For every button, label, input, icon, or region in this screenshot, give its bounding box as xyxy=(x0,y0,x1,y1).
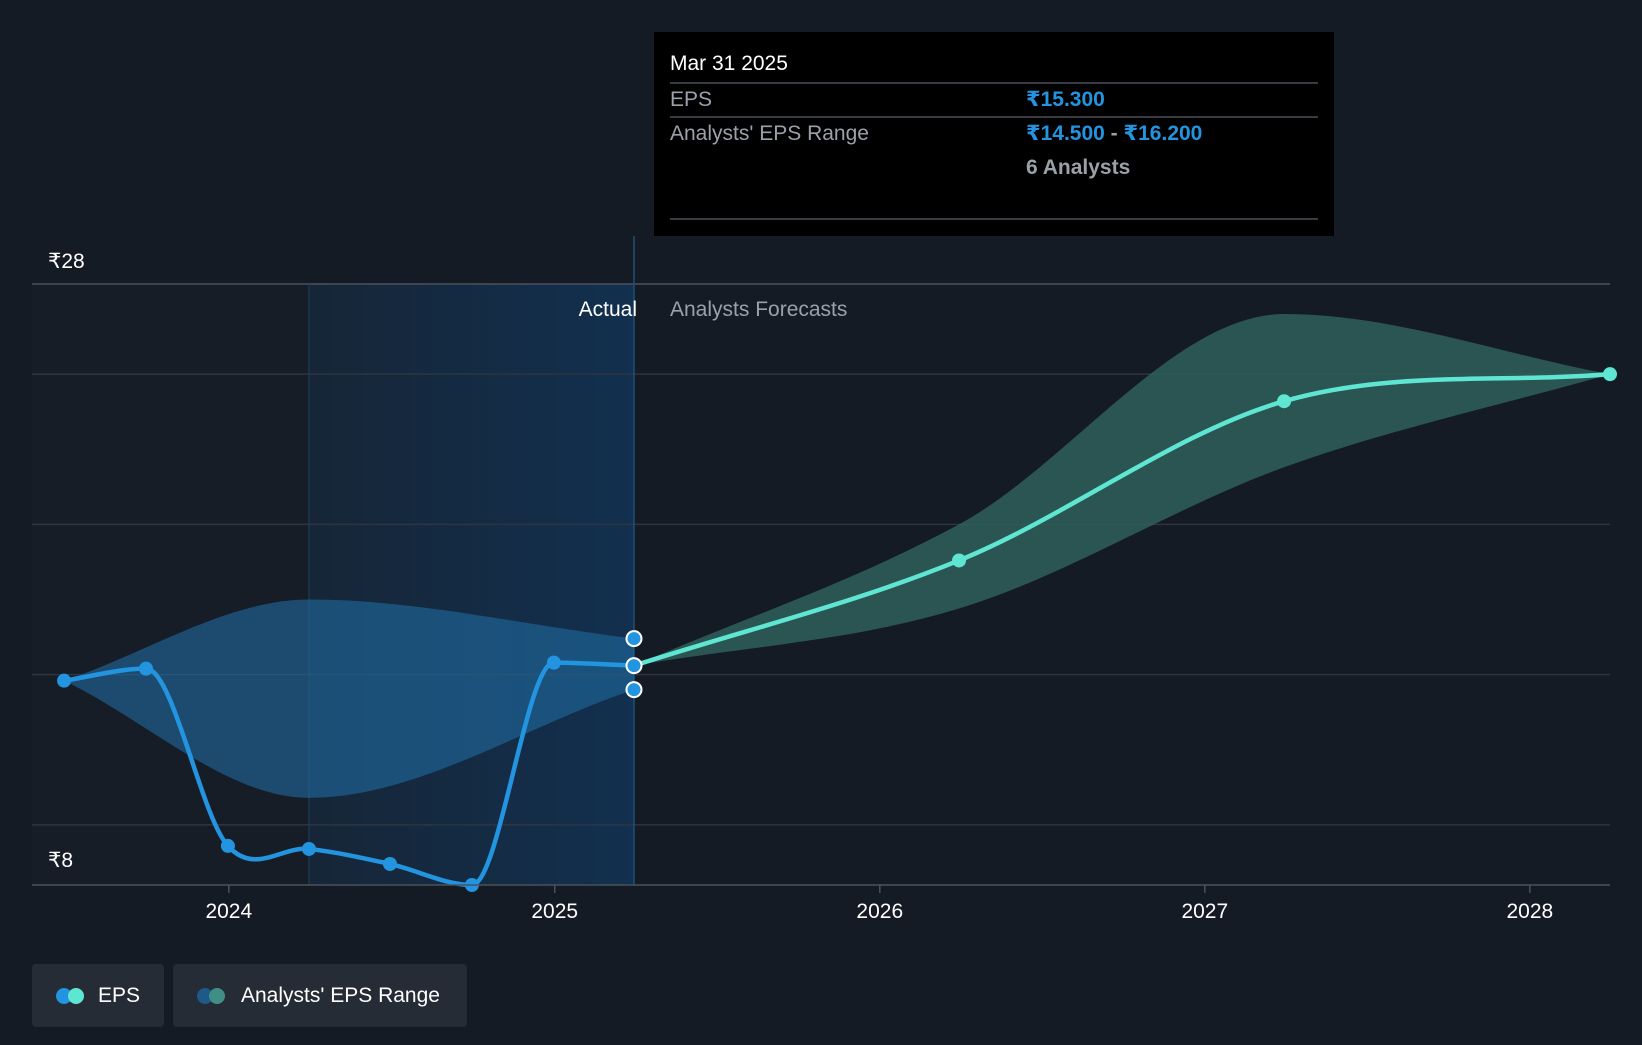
actual-region-label: Actual xyxy=(579,298,637,321)
legend-label: Analysts' EPS Range xyxy=(241,983,440,1007)
tooltip-eps-label: EPS xyxy=(670,88,712,111)
x-axis-tick-label: 2027 xyxy=(1181,900,1228,923)
x-axis-tick-label: 2028 xyxy=(1506,900,1553,923)
forecast-eps-line xyxy=(631,371,1613,668)
hover-marker-range-high xyxy=(625,630,643,648)
legend-item-eps-range[interactable]: Analysts' EPS Range xyxy=(173,964,467,1027)
x-axis-tick-label: 2026 xyxy=(856,900,903,923)
hover-marker-eps xyxy=(625,657,643,675)
axes: 2024 2025 2026 2027 2028 ₹28 ₹8 xyxy=(32,250,1610,923)
eps-range-bands xyxy=(64,314,1610,798)
tooltip-eps-value: ₹15.300 xyxy=(1026,88,1105,111)
eps-lines xyxy=(61,371,1613,888)
y-axis-tick-label: ₹8 xyxy=(48,849,73,872)
actual-eps-point xyxy=(546,655,561,670)
y-axis-tick-label: ₹28 xyxy=(48,250,85,273)
x-axis-tick-label: 2025 xyxy=(531,900,578,923)
legend-item-eps[interactable]: EPS xyxy=(32,964,164,1027)
region-labels: Actual Analysts Forecasts xyxy=(579,298,848,321)
gridlines xyxy=(32,236,1610,885)
tooltip-analysts-count: 6 Analysts xyxy=(1026,156,1130,179)
tooltip-range-low: ₹14.500 xyxy=(1026,122,1105,145)
tooltip-date: Mar 31 2025 xyxy=(670,52,788,75)
actual-eps-point xyxy=(57,673,72,688)
tooltip-range-separator: - xyxy=(1105,122,1124,145)
legend-dot-forecast-range xyxy=(209,987,225,1004)
tooltip-range-high: ₹16.200 xyxy=(1124,122,1203,145)
forecast-eps-range-band xyxy=(633,314,1610,666)
tooltip-range-value: ₹14.500 - ₹16.200 xyxy=(1026,122,1202,145)
forecast-eps-point xyxy=(952,553,967,568)
forecast-eps-point xyxy=(1603,367,1617,382)
eps-points xyxy=(57,367,1617,892)
eps-legend-icon xyxy=(56,987,84,1004)
actual-eps-point xyxy=(138,661,153,676)
eps-range-legend-icon xyxy=(197,987,227,1004)
legend-dot-forecast xyxy=(68,987,84,1004)
x-axis-tick-label: 2024 xyxy=(205,900,252,923)
tooltip-background xyxy=(654,32,1334,236)
hover-marker-range-low xyxy=(625,681,643,699)
actual-eps-point xyxy=(382,856,397,871)
actual-eps-line xyxy=(61,660,637,888)
forecast-eps-point xyxy=(1277,394,1292,409)
legend-label: EPS xyxy=(97,983,140,1007)
tooltip-range-label: Analysts' EPS Range xyxy=(670,122,869,145)
forecast-region-label: Analysts Forecasts xyxy=(670,298,847,321)
tooltip: Mar 31 2025 EPS ₹15.300 Analysts' EPS Ra… xyxy=(654,32,1334,236)
actual-eps-point xyxy=(301,841,316,856)
actual-eps-range-band xyxy=(64,599,634,798)
actual-eps-point xyxy=(220,838,235,853)
